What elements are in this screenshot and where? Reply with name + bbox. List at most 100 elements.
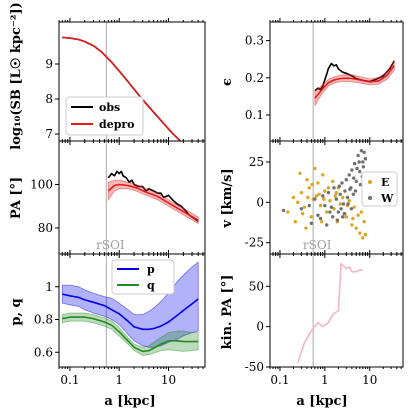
pq-legend-q: q bbox=[147, 279, 155, 292]
vel-w-point bbox=[331, 215, 335, 219]
kin-ylabel: kin. PA [°] bbox=[220, 275, 235, 350]
vel-e-point bbox=[351, 216, 355, 221]
pa-plot-area bbox=[105, 141, 199, 254]
eps-depro-band bbox=[314, 59, 395, 106]
sb-legend-obs: obs bbox=[99, 101, 120, 114]
vel-w-point bbox=[344, 178, 348, 182]
pq-ylabel: p, q bbox=[9, 298, 24, 325]
vel-w-point bbox=[343, 189, 347, 193]
vel-e-point bbox=[363, 232, 368, 237]
vel-e-point bbox=[362, 220, 366, 224]
vel-e-point bbox=[298, 171, 302, 175]
vel-w-point bbox=[334, 197, 339, 201]
pa-depro-band bbox=[107, 179, 199, 225]
sb-plot-area bbox=[62, 22, 182, 141]
vel-w-point bbox=[338, 192, 342, 196]
kin-xtick-label: 1 bbox=[321, 373, 329, 387]
vel-w-point bbox=[316, 213, 320, 217]
sb-ytick-label: 8 bbox=[45, 92, 53, 106]
vel-w-point bbox=[328, 210, 332, 214]
vel-e-point bbox=[309, 215, 314, 219]
eps-ytick-label: 0.3 bbox=[245, 34, 264, 48]
eps-depro-line bbox=[314, 65, 395, 99]
vel-e-point bbox=[325, 210, 329, 214]
vel-e-point bbox=[328, 199, 332, 203]
vel-e-point bbox=[307, 186, 311, 190]
vel-e-point bbox=[326, 186, 331, 190]
vel-e-point bbox=[305, 178, 309, 182]
vel-e-point bbox=[352, 205, 356, 209]
vel-w-point bbox=[351, 192, 356, 196]
vel-e-point bbox=[354, 226, 358, 230]
vel-w-point bbox=[347, 173, 351, 177]
vel-w-point bbox=[332, 186, 336, 190]
vel-e-point bbox=[356, 213, 360, 217]
vel-w-point bbox=[354, 179, 358, 184]
pq-ytick-label: 1 bbox=[45, 280, 53, 294]
vel-legend-e: E bbox=[381, 176, 389, 189]
kin-xtick-label: 10 bbox=[362, 373, 377, 387]
vel-ytick-label: 0 bbox=[256, 195, 264, 209]
kin-ytick-label: 0 bbox=[256, 320, 264, 334]
vel-w-point bbox=[341, 215, 345, 219]
vel-w-point bbox=[326, 190, 331, 195]
vel-e-point bbox=[359, 210, 364, 214]
vel-w-point bbox=[356, 153, 360, 158]
pa-rsoi-label: rSOI bbox=[96, 238, 125, 252]
vel-w-point bbox=[337, 184, 342, 188]
vel-e-point bbox=[291, 195, 296, 200]
vel-e-point bbox=[358, 231, 362, 235]
vel-e-point bbox=[300, 211, 305, 216]
vel-w-point bbox=[342, 211, 346, 216]
vel-legend-w: W bbox=[380, 192, 394, 205]
kin-kinpa-line bbox=[297, 262, 363, 364]
kin-ytick-label: -50 bbox=[245, 360, 264, 374]
eps-ytick-label: 0.2 bbox=[245, 71, 264, 85]
vel-w-point bbox=[335, 218, 340, 222]
pq-ytick-label: 0.8 bbox=[34, 313, 53, 327]
vel-e-point bbox=[302, 205, 307, 209]
pq-plot-area bbox=[61, 254, 199, 367]
vel-e-point bbox=[310, 182, 314, 187]
vel-e-point bbox=[319, 220, 324, 224]
sb-ylabel: log₁₀(SB [L☉ kpc⁻²]) bbox=[9, 2, 24, 149]
vel-w-point bbox=[348, 187, 352, 192]
vel-w-point bbox=[359, 148, 364, 153]
vel-e-point bbox=[286, 210, 290, 214]
vel-e-point bbox=[334, 190, 339, 195]
vel-w-point bbox=[321, 194, 325, 198]
vel-w-point bbox=[357, 160, 361, 164]
vel-w-point bbox=[345, 195, 350, 200]
vel-e-point bbox=[296, 200, 300, 205]
vel-w-point bbox=[352, 176, 356, 180]
vel-e-point bbox=[344, 215, 348, 219]
pq-p-band bbox=[61, 261, 199, 348]
vel-w-point bbox=[281, 208, 286, 213]
vel-w-point bbox=[363, 157, 368, 161]
vel-e-point bbox=[333, 194, 337, 198]
vel-w-point bbox=[313, 197, 317, 201]
vel-e-point bbox=[304, 226, 308, 230]
sb-ytick-label: 9 bbox=[45, 57, 53, 71]
vel-e-point bbox=[332, 207, 336, 211]
vel-w-point bbox=[361, 160, 365, 164]
pq-ytick-label: 0.6 bbox=[34, 345, 53, 359]
vel-e-point bbox=[299, 190, 304, 195]
vel-e-point bbox=[347, 199, 351, 203]
vel-e-point bbox=[314, 194, 319, 198]
vel-w-point bbox=[340, 181, 344, 185]
kin-plot-area bbox=[297, 254, 363, 367]
vel-e-point bbox=[316, 181, 320, 185]
pa-frame bbox=[58, 140, 206, 255]
pq-frame bbox=[58, 253, 206, 368]
vel-w-point bbox=[307, 203, 311, 208]
vel-w-point bbox=[350, 168, 354, 172]
vel-plot-area bbox=[281, 141, 368, 254]
pa-ylabel: PA [°] bbox=[9, 177, 24, 219]
sb-legend-depro: depro bbox=[99, 118, 135, 131]
vel-w-point bbox=[339, 207, 343, 211]
eps-ylabel: ϵ bbox=[220, 78, 235, 86]
pq-xtick-label: 1 bbox=[115, 373, 123, 387]
vel-w-point bbox=[336, 210, 341, 214]
